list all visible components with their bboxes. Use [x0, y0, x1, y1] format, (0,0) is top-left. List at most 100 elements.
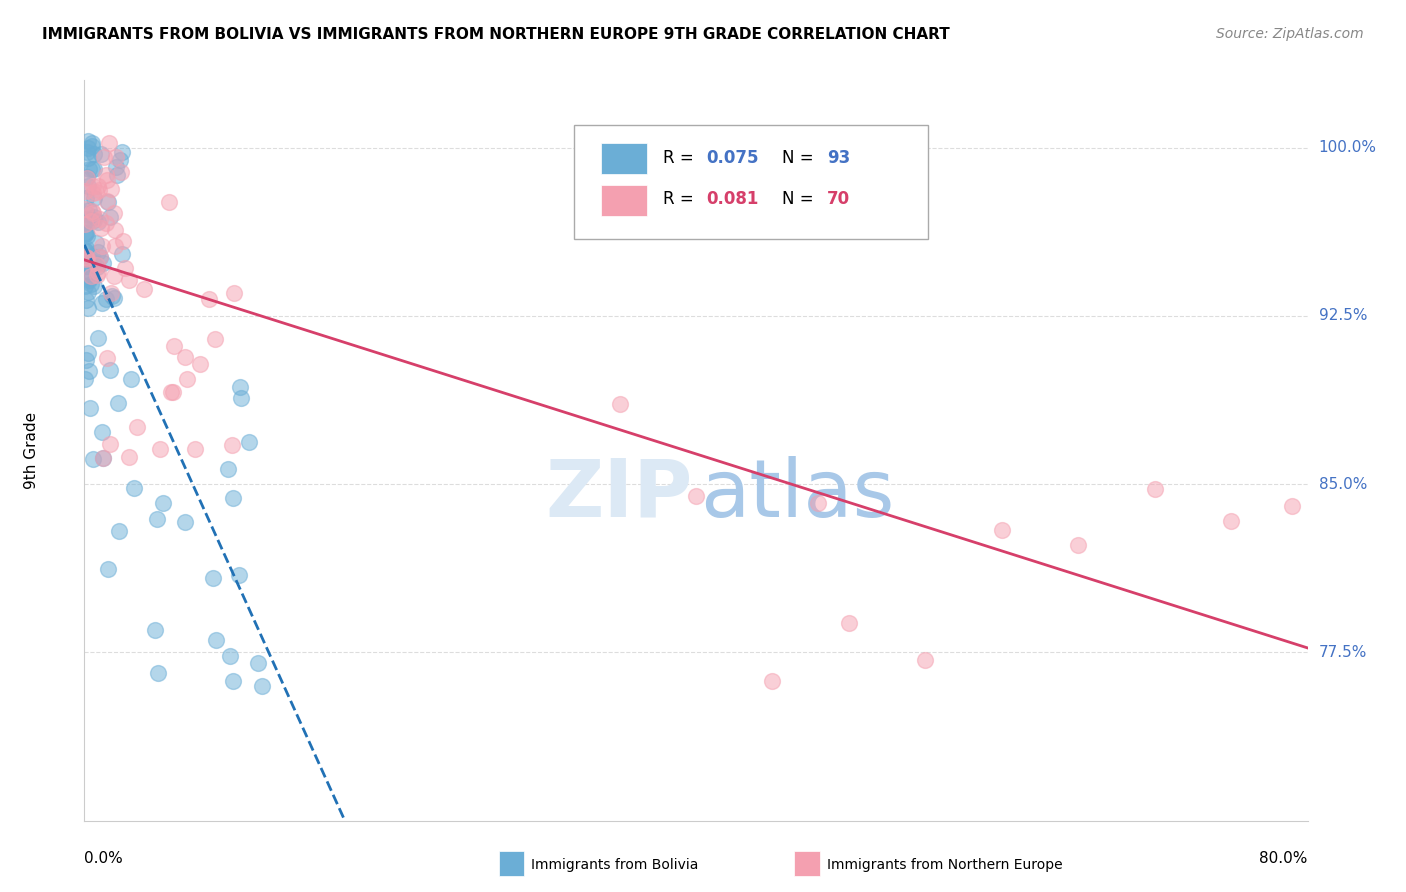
Bar: [600, 144, 647, 174]
Point: [75, 260, 97, 274]
Point: [105, 168, 128, 182]
Point: [157, 195, 180, 210]
Point: [77, 141, 100, 155]
Point: [111, 145, 134, 159]
Point: [76, 228, 98, 243]
Text: N =: N =: [782, 149, 818, 167]
Point: [76, 145, 98, 159]
Point: [103, 206, 125, 220]
Point: [83, 279, 105, 293]
Point: [105, 160, 128, 174]
Point: [222, 285, 245, 300]
Point: [838, 615, 860, 630]
Point: [75, 217, 97, 231]
Point: [96, 351, 118, 366]
Point: [90, 238, 112, 252]
Point: [75, 244, 97, 259]
Text: 100.0%: 100.0%: [1319, 140, 1376, 155]
Point: [204, 332, 226, 346]
Point: [807, 496, 830, 510]
Point: [75, 202, 97, 216]
Point: [76, 259, 98, 273]
Point: [1143, 482, 1166, 496]
Point: [75, 293, 97, 308]
Point: [84, 186, 107, 200]
Point: [100, 436, 122, 450]
Point: [118, 273, 141, 287]
Point: [87, 178, 110, 193]
Point: [76, 179, 98, 194]
Point: [83, 161, 105, 176]
Point: [77, 151, 100, 165]
Point: [83, 146, 105, 161]
Text: 93: 93: [827, 149, 851, 167]
Point: [80, 266, 103, 280]
Point: [80, 139, 103, 153]
Point: [238, 434, 260, 449]
Point: [125, 419, 148, 434]
Point: [86, 258, 108, 272]
Point: [80, 214, 103, 228]
Text: N =: N =: [782, 191, 818, 209]
Point: [79, 401, 101, 415]
Point: [94, 293, 117, 307]
Point: [103, 292, 125, 306]
Text: IMMIGRANTS FROM BOLIVIA VS IMMIGRANTS FROM NORTHERN EUROPE 9TH GRADE CORRELATION: IMMIGRANTS FROM BOLIVIA VS IMMIGRANTS FR…: [42, 27, 950, 42]
Point: [77, 162, 100, 177]
Point: [82, 179, 104, 194]
Point: [75, 244, 97, 258]
Text: 0.081: 0.081: [706, 191, 758, 209]
Point: [162, 384, 184, 399]
Text: atlas: atlas: [700, 456, 894, 534]
Point: [75, 184, 97, 198]
Point: [991, 523, 1014, 537]
Text: 0.0%: 0.0%: [84, 851, 124, 866]
Point: [75, 226, 97, 240]
Point: [176, 372, 198, 386]
Point: [77, 134, 100, 148]
Point: [77, 345, 100, 359]
Text: 0.075: 0.075: [706, 149, 758, 167]
Point: [132, 282, 155, 296]
Point: [1281, 499, 1303, 513]
Point: [96, 194, 118, 209]
FancyBboxPatch shape: [574, 125, 928, 239]
Point: [87, 183, 110, 197]
Point: [100, 181, 122, 195]
Text: 92.5%: 92.5%: [1319, 309, 1367, 323]
Point: [98, 211, 121, 225]
Point: [86, 260, 108, 275]
Point: [114, 260, 136, 275]
Point: [104, 239, 127, 253]
Point: [100, 289, 122, 303]
Point: [82, 186, 104, 200]
Text: R =: R =: [664, 191, 699, 209]
Point: [75, 212, 97, 227]
Point: [914, 652, 936, 666]
Point: [100, 285, 122, 300]
Point: [75, 252, 97, 267]
Point: [83, 190, 105, 204]
Text: Immigrants from Bolivia: Immigrants from Bolivia: [531, 858, 699, 872]
Point: [204, 632, 226, 647]
Text: R =: R =: [664, 149, 699, 167]
Point: [75, 191, 97, 205]
Point: [1220, 514, 1243, 528]
Text: 9th Grade: 9th Grade: [24, 412, 39, 489]
Point: [149, 442, 172, 457]
Point: [97, 195, 120, 210]
Point: [246, 656, 269, 670]
Point: [75, 257, 97, 271]
Point: [90, 425, 112, 440]
Point: [79, 268, 101, 283]
Point: [1067, 538, 1090, 552]
Point: [82, 206, 104, 220]
Point: [89, 250, 111, 264]
Point: [79, 277, 101, 292]
Point: [91, 450, 114, 465]
Point: [761, 673, 783, 688]
Point: [75, 227, 97, 242]
Point: [122, 481, 145, 495]
Bar: [600, 185, 647, 216]
Text: Source: ZipAtlas.com: Source: ZipAtlas.com: [1216, 27, 1364, 41]
